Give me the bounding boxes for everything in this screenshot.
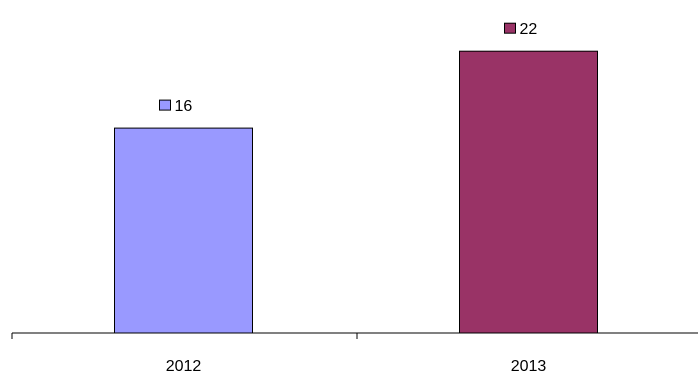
data-label-key-2012 (159, 99, 171, 111)
x-tick-label-2013: 2013 (511, 358, 547, 375)
bars-group (114, 50, 598, 334)
data-label-2013: 22 (520, 21, 538, 38)
bar-2013 (459, 50, 598, 334)
x-tick-labels-group: 2012 2013 (166, 358, 547, 375)
data-label-key-2013 (504, 22, 516, 34)
bar-2012 (114, 127, 253, 334)
x-tick-label-2012: 2012 (166, 358, 202, 375)
data-label-2012: 16 (175, 98, 193, 115)
